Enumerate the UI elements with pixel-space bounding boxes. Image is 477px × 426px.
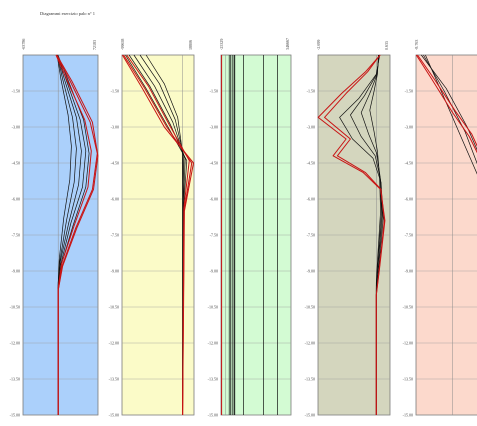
y-tick-label: -13.50 [305,377,315,382]
y-tick-label: -1.50 [405,89,413,94]
y-tick-label: -10.50 [305,305,315,310]
y-tick-label: -3.00 [210,125,218,130]
y-tick-label: -3.00 [307,125,315,130]
x-range-label: 18806 [188,40,193,50]
y-tick-label: -13.50 [208,377,218,382]
y-tick-label: -12.00 [109,341,119,346]
black-envelope-curve [425,54,477,175]
y-tick-label: -6.00 [111,197,119,202]
y-tick-label: -9.00 [405,269,413,274]
y-tick-label: -7.50 [405,233,413,238]
y-tick-label: -10.50 [208,305,218,310]
y-tick-label: -4.50 [12,161,20,166]
panel-2: -1.50 -3.00 -4.50 -6.00 -7.50 -9.00 -10.50 -12.… [109,39,195,418]
panel-1: -1.50 -3.00 -4.50 -6.00 -7.50 -9.00 -10.50 -12.… [10,39,99,418]
red-envelope-curve [324,54,385,415]
y-tick-label: -6.00 [307,197,315,202]
y-tick-label: -1.50 [111,89,119,94]
y-tick-label: -3.00 [12,125,20,130]
y-tick-label: -10.50 [403,305,413,310]
y-tick-label: -3.00 [111,125,119,130]
y-tick-label: -13.50 [109,377,119,382]
y-tick-label: -4.50 [111,161,119,166]
panel-5: -1.50 -3.00 -4.50 -6.00 -7.50 -9.00 -10.50 -12.… [403,40,477,418]
y-tick-label: -1.50 [210,89,218,94]
y-tick-label: -9.00 [12,269,20,274]
y-tick-label: -6.00 [12,197,20,202]
y-tick-label: -9.00 [111,269,119,274]
y-tick-label: -15.00 [109,413,119,418]
red-envelope-curve [126,54,190,416]
y-tick-label: -6.00 [210,197,218,202]
y-tick-label: -13.50 [403,377,413,382]
red-envelope-curve [56,54,99,415]
y-tick-label: -7.50 [111,233,119,238]
y-tick-label: -9.00 [307,269,315,274]
black-envelope-curve [339,54,384,415]
y-tick-label: -1.50 [12,89,20,94]
y-tick-label: -15.00 [10,413,20,418]
y-tick-label: -3.00 [405,125,413,130]
panel-3: -1.50 -3.00 -4.50 -6.00 -7.50 -9.00 -10.50 -12.… [208,38,292,418]
y-tick-label: -10.50 [10,305,20,310]
x-range-label: 346667 [285,38,290,50]
black-envelope-curve [350,54,383,415]
red-envelope-curve [415,54,477,154]
y-tick-label: -9.00 [210,269,218,274]
y-tick-label: -13.50 [10,377,20,382]
y-tick-label: -4.50 [307,161,315,166]
y-tick-label: -7.50 [307,233,315,238]
x-range-label: -8.763 [414,40,419,50]
y-tick-label: -12.00 [403,341,413,346]
y-tick-label: -4.50 [210,161,218,166]
black-envelope-curve [57,54,82,415]
black-envelope-curve [369,54,381,415]
y-tick-label: -4.50 [405,161,413,166]
chart-title: Diagrammi esercizio palo n° 1 [40,11,96,16]
y-tick-label: -12.00 [305,341,315,346]
y-tick-label: -15.00 [403,413,413,418]
x-range-label: 0.635 [384,41,389,50]
x-range-label: -25329 [219,39,224,50]
y-tick-label: -15.00 [305,413,315,418]
black-envelope-curve [423,54,477,165]
x-range-label: 72183 [92,40,97,50]
panel-4: -1.50 -3.00 -4.50 -6.00 -7.50 -9.00 -10.50 -12.… [305,40,391,418]
y-tick-label: -12.00 [10,341,20,346]
x-range-label: -63786 [21,39,26,50]
y-tick-label: -12.00 [208,341,218,346]
y-tick-label: -10.50 [109,305,119,310]
y-tick-label: -7.50 [12,233,20,238]
y-tick-label: -6.00 [405,197,413,202]
y-tick-label: -15.00 [208,413,218,418]
black-envelope-curve [421,54,477,151]
x-range-label: -99658 [120,39,125,50]
red-envelope-curve [55,54,92,415]
y-tick-label: -1.50 [307,89,315,94]
x-range-label: -2.699 [316,40,321,50]
y-tick-label: -7.50 [210,233,218,238]
black-envelope-curve [360,54,382,415]
